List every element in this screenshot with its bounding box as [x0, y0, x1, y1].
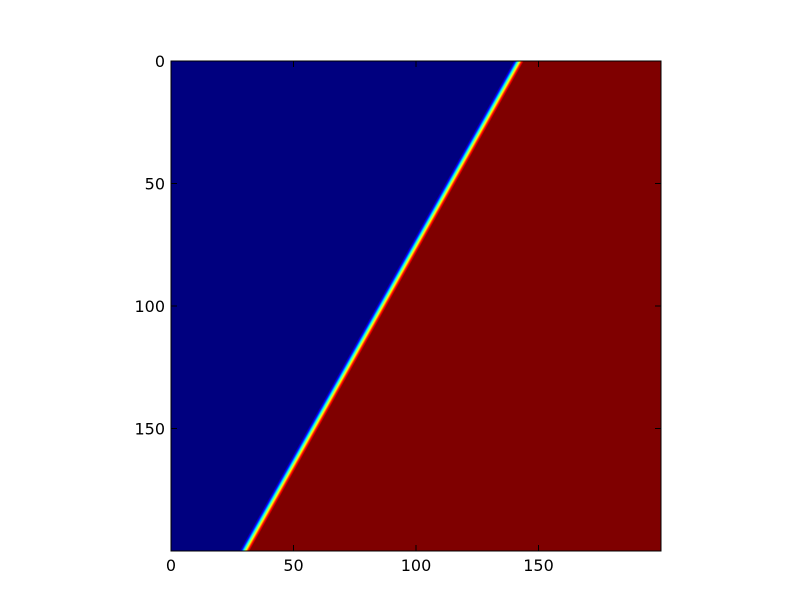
- y-axis: 0 50 100 150: [134, 52, 661, 439]
- y-tick-label: 0: [155, 52, 165, 71]
- plot-area: [171, 61, 661, 551]
- x-tick-label: 50: [283, 556, 303, 575]
- y-tick-label: 150: [134, 420, 165, 439]
- x-axis: 0 50 100 150: [166, 61, 554, 575]
- y-tick-label: 100: [134, 297, 165, 316]
- transition-front: [239, 61, 524, 551]
- x-tick-label: 150: [523, 556, 554, 575]
- x-tick-label: 0: [166, 556, 176, 575]
- region-low: [171, 61, 514, 551]
- y-tick-label: 50: [145, 175, 165, 194]
- x-tick-label: 100: [401, 556, 432, 575]
